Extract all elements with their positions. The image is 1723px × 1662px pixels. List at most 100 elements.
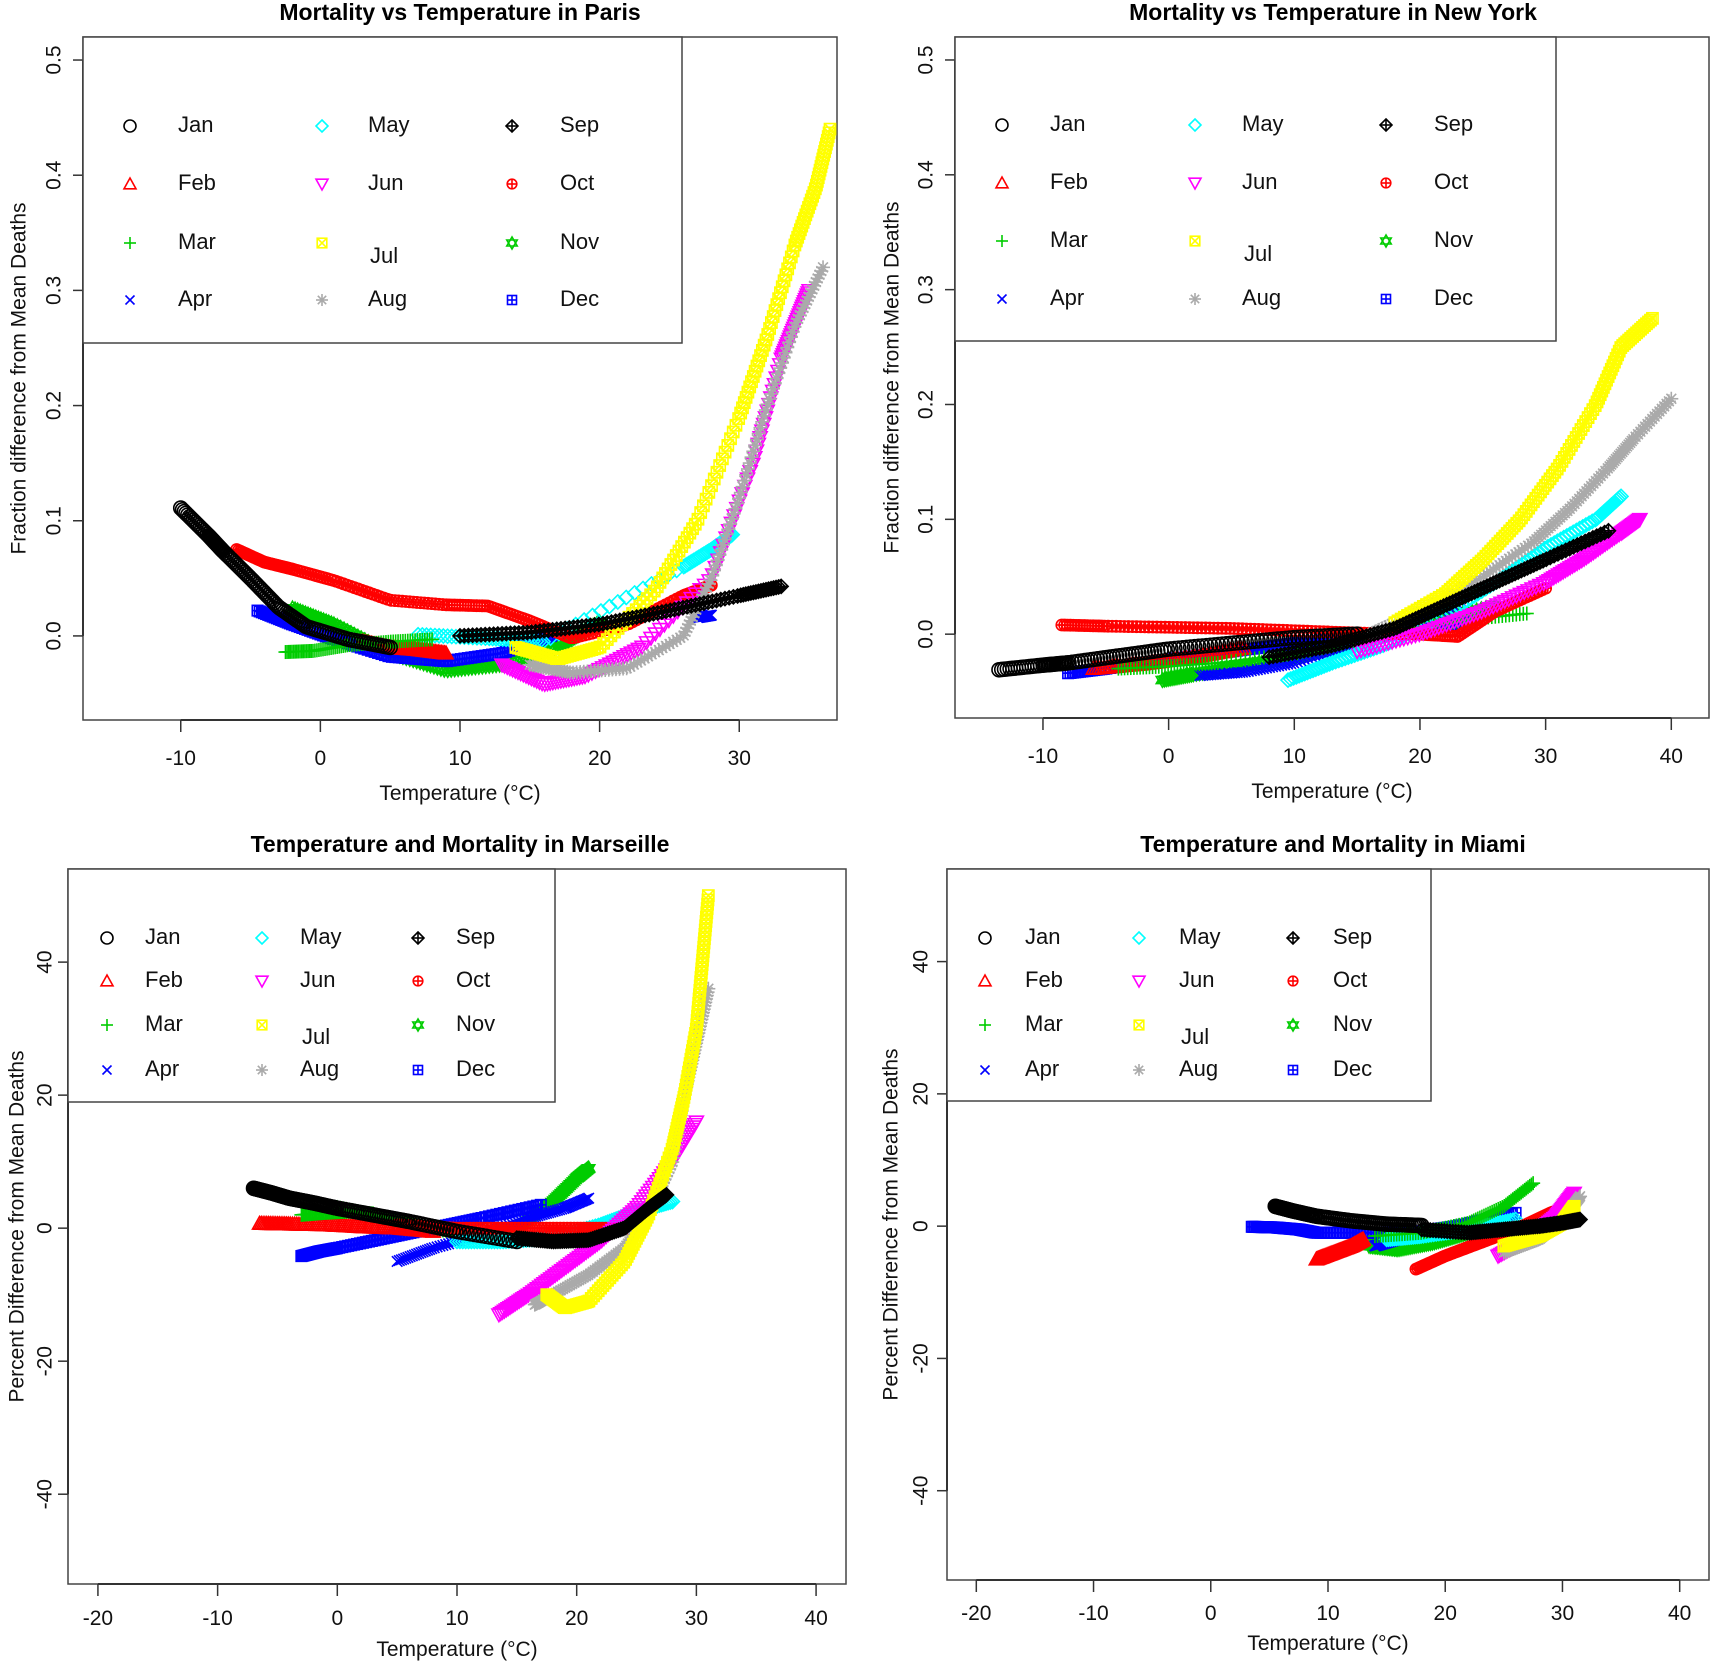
asterisk-icon — [1133, 1064, 1145, 1076]
x-tick-label: 10 — [445, 1607, 468, 1630]
y-tick-label: 0.3 — [43, 276, 66, 305]
y-axis-label: Percent Difference from Mean Deaths — [6, 1050, 29, 1402]
data-point — [493, 658, 511, 674]
legend-label: Sep — [1434, 111, 1473, 136]
legend-label: Jun — [300, 967, 335, 992]
legend-label: Dec — [1434, 285, 1473, 310]
data-point — [506, 664, 524, 680]
chart-title: Temperature and Mortality in Marseille — [251, 831, 670, 857]
x-tick-label: 10 — [1283, 745, 1306, 768]
legend-label: Jul — [1181, 1024, 1209, 1049]
legend-label: Jun — [1242, 169, 1277, 194]
y-tick-label: 0.4 — [915, 160, 938, 190]
data-point — [517, 669, 535, 685]
legend-label: Sep — [1333, 924, 1372, 949]
y-tick-label: -20 — [34, 1346, 57, 1376]
asterisk-icon — [316, 294, 328, 306]
data-point — [622, 646, 640, 662]
y-tick-label: 40 — [910, 950, 933, 973]
x-tick-label: 0 — [315, 747, 327, 770]
x-tick-label: 0 — [331, 1607, 343, 1630]
chart-title: Mortality vs Temperature in Paris — [279, 0, 640, 25]
y-axis-label: Fraction difference from Mean Deaths — [8, 202, 31, 554]
legend-label: Feb — [178, 170, 216, 195]
legend-label: Oct — [1333, 967, 1367, 992]
legend-label: Oct — [560, 170, 594, 195]
y-tick-label: -40 — [910, 1476, 933, 1506]
data-point — [721, 439, 735, 452]
legend-label: Aug — [1242, 285, 1281, 310]
series-aug — [522, 260, 831, 680]
data-point — [523, 672, 540, 688]
data-point — [514, 668, 532, 684]
legend-label: Oct — [1434, 169, 1468, 194]
panel-paris: Mortality vs Temperature in Paris-10 0 10 2… — [8, 0, 838, 805]
panel-new-york: Mortality vs Temperature in New York-10 0… — [881, 0, 1710, 803]
y-tick-label: 0.4 — [43, 160, 66, 190]
data-point — [713, 459, 727, 472]
legend-label: May — [1242, 111, 1284, 136]
y-axis-label: Percent Difference from Mean Deaths — [880, 1048, 903, 1400]
data-point — [705, 609, 718, 622]
x-axis-label: Temperature (°C) — [376, 1638, 537, 1661]
legend-label: Mar — [1025, 1011, 1063, 1036]
legend-label: Feb — [1050, 169, 1088, 194]
data-point — [626, 644, 644, 660]
data-point — [501, 662, 519, 678]
data-point — [705, 479, 718, 493]
legend-label: Mar — [1050, 227, 1088, 252]
data-point — [710, 465, 724, 479]
legend-label: May — [300, 924, 342, 949]
legend-label: Feb — [145, 967, 183, 992]
x-tick-label: 40 — [1668, 1602, 1691, 1625]
circle-plus-icon — [506, 178, 518, 190]
legend-label: Sep — [560, 112, 599, 137]
data-point — [694, 506, 708, 519]
y-tick-label: 0.1 — [43, 506, 66, 535]
x-tick-label: 40 — [804, 1607, 827, 1630]
legend-label: Jul — [370, 243, 398, 268]
circle-plus-icon — [1380, 177, 1392, 189]
legend-label: Apr — [1025, 1056, 1059, 1081]
series-sep — [451, 578, 790, 645]
data-point — [512, 667, 530, 683]
y-tick-label: 0.0 — [43, 621, 66, 650]
asterisk-icon — [256, 1064, 268, 1076]
data-point — [1664, 391, 1679, 406]
data-point — [773, 578, 790, 595]
data-point — [498, 660, 516, 676]
legend-label: Nov — [560, 229, 599, 254]
x-axis-label: Temperature (°C) — [379, 782, 540, 805]
panel-marseille: Temperature and Mortality in Marseille -2… — [6, 831, 847, 1661]
y-tick-label: 20 — [34, 1083, 57, 1106]
legend-label: Jan — [1025, 924, 1060, 949]
data-point — [608, 653, 626, 669]
legend-label: Aug — [368, 286, 407, 311]
asterisk-icon — [1189, 293, 1201, 305]
x-axis-label: Temperature (°C) — [1251, 780, 1412, 803]
x-tick-label: 20 — [1434, 1602, 1457, 1625]
legend-label: Mar — [145, 1011, 183, 1036]
y-axis-label: Fraction difference from Mean Deaths — [881, 201, 904, 553]
y-tick-label: 0.5 — [43, 45, 66, 74]
legend-label: May — [368, 112, 410, 137]
data-point — [696, 499, 710, 513]
y-tick-label: 0.5 — [915, 45, 938, 74]
data-point — [726, 425, 740, 439]
x-tick-label: -20 — [83, 1607, 113, 1630]
y-tick-label: 40 — [34, 950, 57, 973]
x-tick-label: 0 — [1205, 1602, 1217, 1625]
x-tick-label: -10 — [166, 747, 196, 770]
x-tick-label: -20 — [961, 1602, 991, 1625]
data-point — [724, 511, 739, 526]
data-point — [724, 432, 737, 446]
data-point — [707, 472, 721, 486]
x-tick-label: 40 — [1660, 745, 1683, 768]
data-points — [991, 311, 1679, 689]
y-tick-label: -40 — [34, 1479, 57, 1509]
data-point — [816, 260, 831, 275]
